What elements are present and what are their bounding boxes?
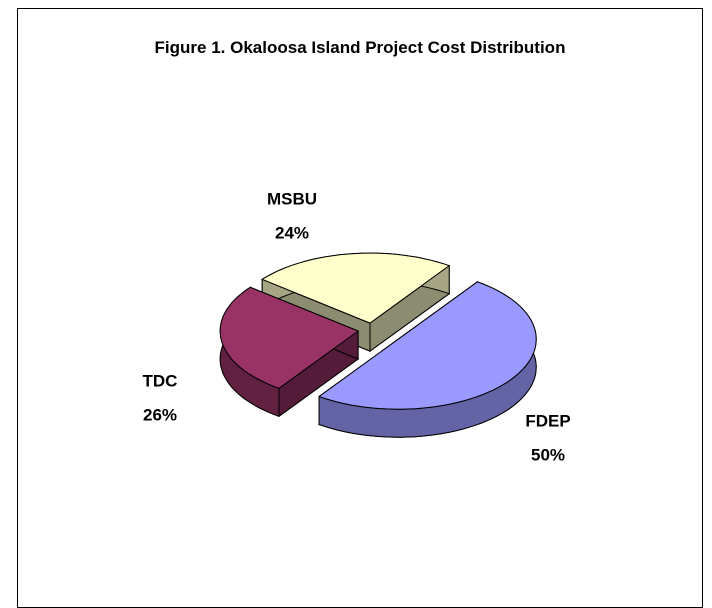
slice-top (318, 281, 537, 410)
pie-slice (318, 280, 537, 438)
chart-title: Figure 1. Okaloosa Island Project Cost D… (154, 38, 566, 57)
slice-label: TDC (143, 371, 178, 390)
slice-label: MSBU (267, 189, 317, 208)
slice-top (261, 252, 451, 324)
slice-value-label: 24% (275, 223, 309, 242)
slice-label: FDEP (525, 411, 570, 430)
pie-slice (219, 286, 360, 418)
slice-value-label: 50% (531, 445, 565, 464)
slice-value-label: 26% (143, 405, 177, 424)
slice-top (219, 286, 360, 389)
